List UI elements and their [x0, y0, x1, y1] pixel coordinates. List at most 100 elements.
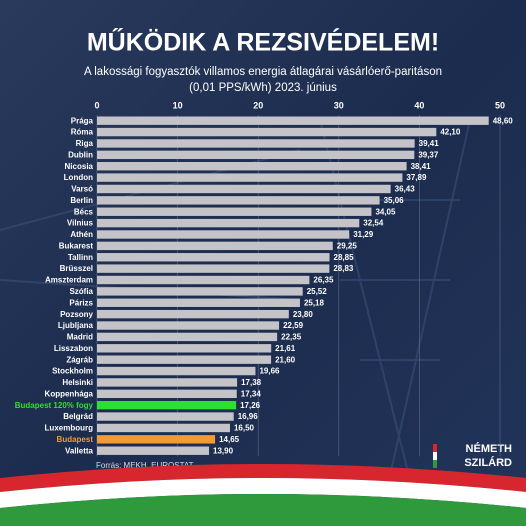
- bar: [97, 241, 333, 251]
- bar: [97, 150, 415, 160]
- subtitle: A lakossági fogyasztók villamos energia …: [84, 66, 442, 78]
- value-label: 16,96: [238, 412, 259, 421]
- value-label: 32,54: [363, 219, 384, 228]
- value-label: 21,60: [275, 355, 296, 364]
- x-tick-label: 40: [414, 100, 424, 110]
- bar: [97, 309, 289, 319]
- bar: [97, 344, 272, 353]
- bar: [97, 264, 330, 273]
- brand: SZILÁRD: [464, 456, 512, 469]
- value-label: 14,65: [219, 435, 240, 444]
- logo: NÉMETH SZILÁRD: [433, 442, 512, 469]
- bar: [97, 127, 437, 137]
- y-tick-label: Bukarest: [59, 241, 94, 250]
- value-label: 17,26: [240, 401, 261, 410]
- pylon-decoration: [0, 119, 471, 521]
- y-tick-label: Varsó: [71, 185, 93, 194]
- y-tick-label: Dublin: [68, 150, 93, 159]
- y-tick-label: Tallinn: [68, 253, 93, 262]
- value-label: 48,60: [493, 116, 514, 125]
- value-label: 28,83: [333, 264, 354, 273]
- x-tick-label: 20: [253, 100, 263, 110]
- value-label: 42,10: [440, 128, 461, 137]
- bar: [97, 287, 303, 296]
- value-label: 31,29: [353, 230, 374, 239]
- value-label: 22,59: [283, 321, 304, 330]
- bar: [97, 321, 280, 330]
- y-tick-label: Belgrád: [63, 412, 93, 421]
- y-tick-label: Budapest: [57, 435, 94, 444]
- brand: NÉMETH: [466, 442, 513, 455]
- value-label: 13,90: [213, 446, 234, 455]
- value-label: 19,66: [259, 367, 280, 376]
- bar: [97, 275, 310, 285]
- value-label: 36,43: [395, 185, 416, 194]
- value-label: 38,41: [411, 162, 432, 171]
- stripe-green: [0, 494, 526, 526]
- x-tick-label: 50: [495, 100, 505, 110]
- value-label: 22,35: [281, 333, 302, 342]
- bar: [97, 253, 330, 262]
- x-tick-label: 0: [94, 100, 99, 110]
- value-label: 25,52: [307, 287, 328, 296]
- value-label: 34,05: [375, 207, 396, 216]
- bar: [97, 298, 300, 307]
- bar: [97, 423, 230, 433]
- source: Forrás: MEKH, EUROSTAT: [96, 461, 194, 470]
- y-tick-label: Zágráb: [66, 355, 93, 364]
- value-label: 39,41: [419, 139, 440, 148]
- value-label: 37,89: [406, 173, 427, 182]
- value-label: 35,06: [384, 196, 405, 205]
- y-tick-label: Budapest 120% fogy: [15, 401, 94, 410]
- bar: [97, 332, 278, 342]
- y-tick-label: Szófia: [69, 287, 93, 296]
- bar: [97, 400, 237, 410]
- bar: [97, 446, 210, 455]
- y-tick-label: Valletta: [65, 446, 94, 455]
- bar: [97, 162, 407, 171]
- bar: [97, 378, 238, 387]
- y-tick-label: Riga: [76, 139, 94, 148]
- bar: [97, 116, 489, 125]
- bar: [97, 139, 415, 148]
- y-tick-label: Stockholm: [52, 367, 93, 376]
- y-tick-label: Athén: [70, 230, 93, 239]
- y-tick-label: Pozsony: [60, 310, 93, 319]
- value-label: 17,38: [241, 378, 262, 387]
- y-tick-label: Róma: [71, 128, 94, 137]
- y-tick-label: Luxembourg: [45, 424, 94, 433]
- y-tick-label: Nicosia: [65, 162, 94, 171]
- y-tick-label: Koppenhága: [45, 389, 94, 398]
- chart-title: MŰKÖDIK A REZSIVÉDELEM!: [87, 28, 439, 57]
- value-label: 21,61: [275, 344, 296, 353]
- bar: [97, 173, 403, 182]
- bar: [97, 435, 216, 444]
- y-tick-label: London: [64, 173, 93, 182]
- y-tick-label: Brüsszel: [60, 264, 93, 273]
- y-tick-label: Párizs: [69, 298, 93, 307]
- logo-flag: [433, 452, 437, 460]
- bar: [97, 184, 391, 194]
- bar: [97, 218, 360, 228]
- value-label: 23,80: [293, 310, 314, 319]
- bar: [97, 207, 372, 216]
- y-tick-label: Vilnius: [67, 219, 94, 228]
- y-tick-label: Madrid: [67, 333, 93, 342]
- y-tick-label: Lisszabon: [54, 344, 93, 353]
- bar: [97, 230, 350, 239]
- flag-stripes: [0, 464, 526, 526]
- value-label: 17,34: [241, 389, 262, 398]
- value-label: 29,25: [337, 241, 358, 250]
- value-label: 28,85: [334, 253, 355, 262]
- value-label: 26,35: [313, 276, 334, 285]
- y-tick-label: Helsinki: [62, 378, 93, 387]
- bar: [97, 389, 237, 399]
- x-tick-label: 30: [334, 100, 344, 110]
- value-label: 39,37: [418, 150, 439, 159]
- bar: [97, 366, 256, 376]
- y-tick-label: Ljubljana: [58, 321, 94, 330]
- y-tick-label: Bécs: [74, 207, 94, 216]
- stripe-white: [0, 478, 526, 508]
- x-tick-label: 10: [173, 100, 183, 110]
